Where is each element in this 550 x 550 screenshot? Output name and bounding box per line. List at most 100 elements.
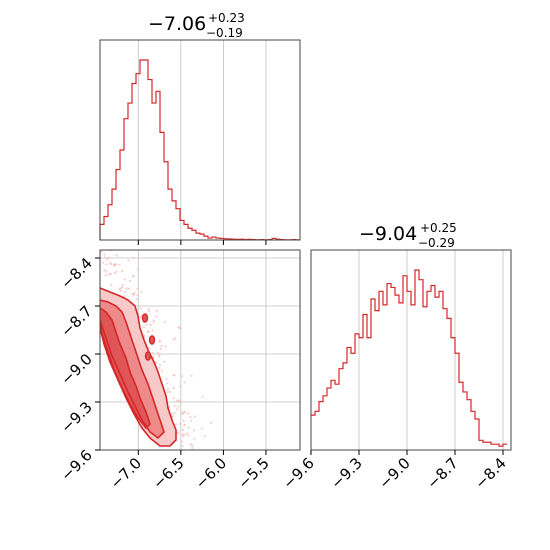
sample-point — [139, 316, 141, 319]
sample-point — [175, 423, 177, 426]
sample-point — [115, 270, 118, 273]
sample-point — [109, 273, 112, 276]
sample-point — [159, 364, 161, 366]
bottom-right-title-value: −9.04 — [359, 223, 417, 245]
sample-point — [126, 245, 128, 247]
sample-point — [109, 261, 112, 264]
sample-point — [136, 294, 139, 296]
sample-point — [183, 433, 186, 436]
sample-point — [108, 257, 110, 259]
sample-point — [152, 321, 155, 324]
bottom-left-yticklabel-3: −9.3 — [57, 398, 95, 436]
bottom-right-xticklabel-1: −9.3 — [327, 454, 365, 492]
sample-point — [193, 415, 196, 418]
contour-island-1 — [141, 313, 149, 323]
sample-point — [149, 324, 152, 326]
sample-point — [171, 412, 173, 415]
panel-top-left: −7.06 +0.23 −0.19 — [99, 11, 301, 245]
bottom-left-xticklabel-1: −6.5 — [149, 454, 187, 492]
sample-point — [181, 433, 184, 436]
sample-point — [190, 443, 192, 446]
sample-point — [181, 375, 183, 378]
sample-point — [125, 287, 128, 290]
bottom-left-xticks: −7.0 −6.5 −6.0 −5.5 — [107, 450, 273, 493]
sample-point — [180, 440, 183, 443]
top-left-frame — [99, 39, 301, 241]
sample-point — [190, 419, 193, 422]
sample-point — [186, 459, 188, 461]
sample-point — [151, 355, 154, 358]
sample-point — [139, 307, 142, 310]
contour-inner-fill — [100, 308, 150, 428]
sample-point — [191, 444, 194, 447]
sample-point — [191, 447, 194, 449]
sample-point — [167, 388, 169, 391]
sample-point — [158, 367, 161, 369]
bottom-right-histogram — [311, 269, 507, 447]
bottom-right-xticks: −9.6 −9.3 −9.0 −8.7 −8.4 — [279, 450, 510, 493]
sample-point — [161, 369, 164, 372]
sample-point — [124, 291, 127, 293]
sample-point — [115, 263, 117, 266]
sample-point — [109, 250, 112, 252]
sample-point — [113, 272, 116, 274]
panel-bottom-right: −9.6 −9.3 −9.0 −8.7 −8.4 −9.04 +0.25 −0.29 — [279, 221, 512, 493]
sample-point — [133, 294, 135, 297]
sample-point — [155, 309, 158, 312]
bottom-right-xticklabel-0: −9.6 — [279, 454, 317, 492]
sample-point — [171, 416, 173, 418]
sample-point — [105, 274, 107, 277]
sample-point — [172, 396, 175, 399]
sample-point — [114, 263, 116, 265]
sample-point — [182, 419, 185, 422]
top-left-grid — [137, 40, 267, 240]
sample-point — [183, 381, 186, 384]
sample-point — [173, 374, 176, 377]
sample-point — [105, 270, 108, 273]
sample-point — [210, 422, 212, 424]
sample-point — [181, 412, 183, 415]
bottom-left-yticklabel-1: −8.7 — [57, 302, 95, 340]
sample-point — [147, 331, 150, 334]
sample-point — [184, 411, 186, 413]
sample-point — [154, 315, 157, 318]
sample-point — [140, 315, 143, 318]
sample-point — [105, 232, 107, 234]
sample-point — [158, 355, 160, 358]
sample-point — [118, 288, 121, 290]
sample-point — [193, 429, 195, 432]
sample-point — [166, 382, 169, 385]
sample-point — [118, 263, 121, 266]
sample-point — [131, 293, 134, 295]
sample-point — [179, 422, 181, 425]
top-left-xticks — [137, 240, 267, 245]
sample-point — [148, 347, 151, 350]
sample-point — [182, 429, 184, 431]
sample-point — [121, 286, 124, 289]
bottom-right-xticklabel-4: −8.4 — [471, 454, 509, 492]
sample-point — [193, 437, 196, 440]
top-left-title-value: −7.06 — [148, 13, 206, 35]
contour-middle-line — [100, 299, 165, 440]
bottom-left-xticklabel-2: −6.0 — [192, 454, 230, 492]
bottom-left-yticklabel-2: −9.0 — [57, 350, 95, 388]
sample-point — [176, 408, 178, 411]
sample-point — [113, 264, 116, 267]
sample-point — [200, 427, 203, 430]
sample-point — [147, 308, 150, 311]
sample-point — [102, 261, 104, 264]
sample-point — [165, 345, 167, 348]
top-left-histogram — [99, 59, 300, 241]
sample-point — [103, 269, 106, 271]
sample-point — [152, 357, 155, 359]
bottom-right-frame — [310, 249, 512, 451]
sample-point — [187, 426, 190, 429]
bottom-left-xticklabel-3: −5.5 — [234, 454, 272, 492]
bottom-right-title-upper: +0.25 — [420, 221, 457, 235]
sample-point — [157, 352, 159, 354]
contour-island-2 — [148, 335, 156, 345]
sample-point — [179, 385, 182, 388]
sample-point — [158, 353, 161, 356]
sample-point — [174, 337, 177, 340]
